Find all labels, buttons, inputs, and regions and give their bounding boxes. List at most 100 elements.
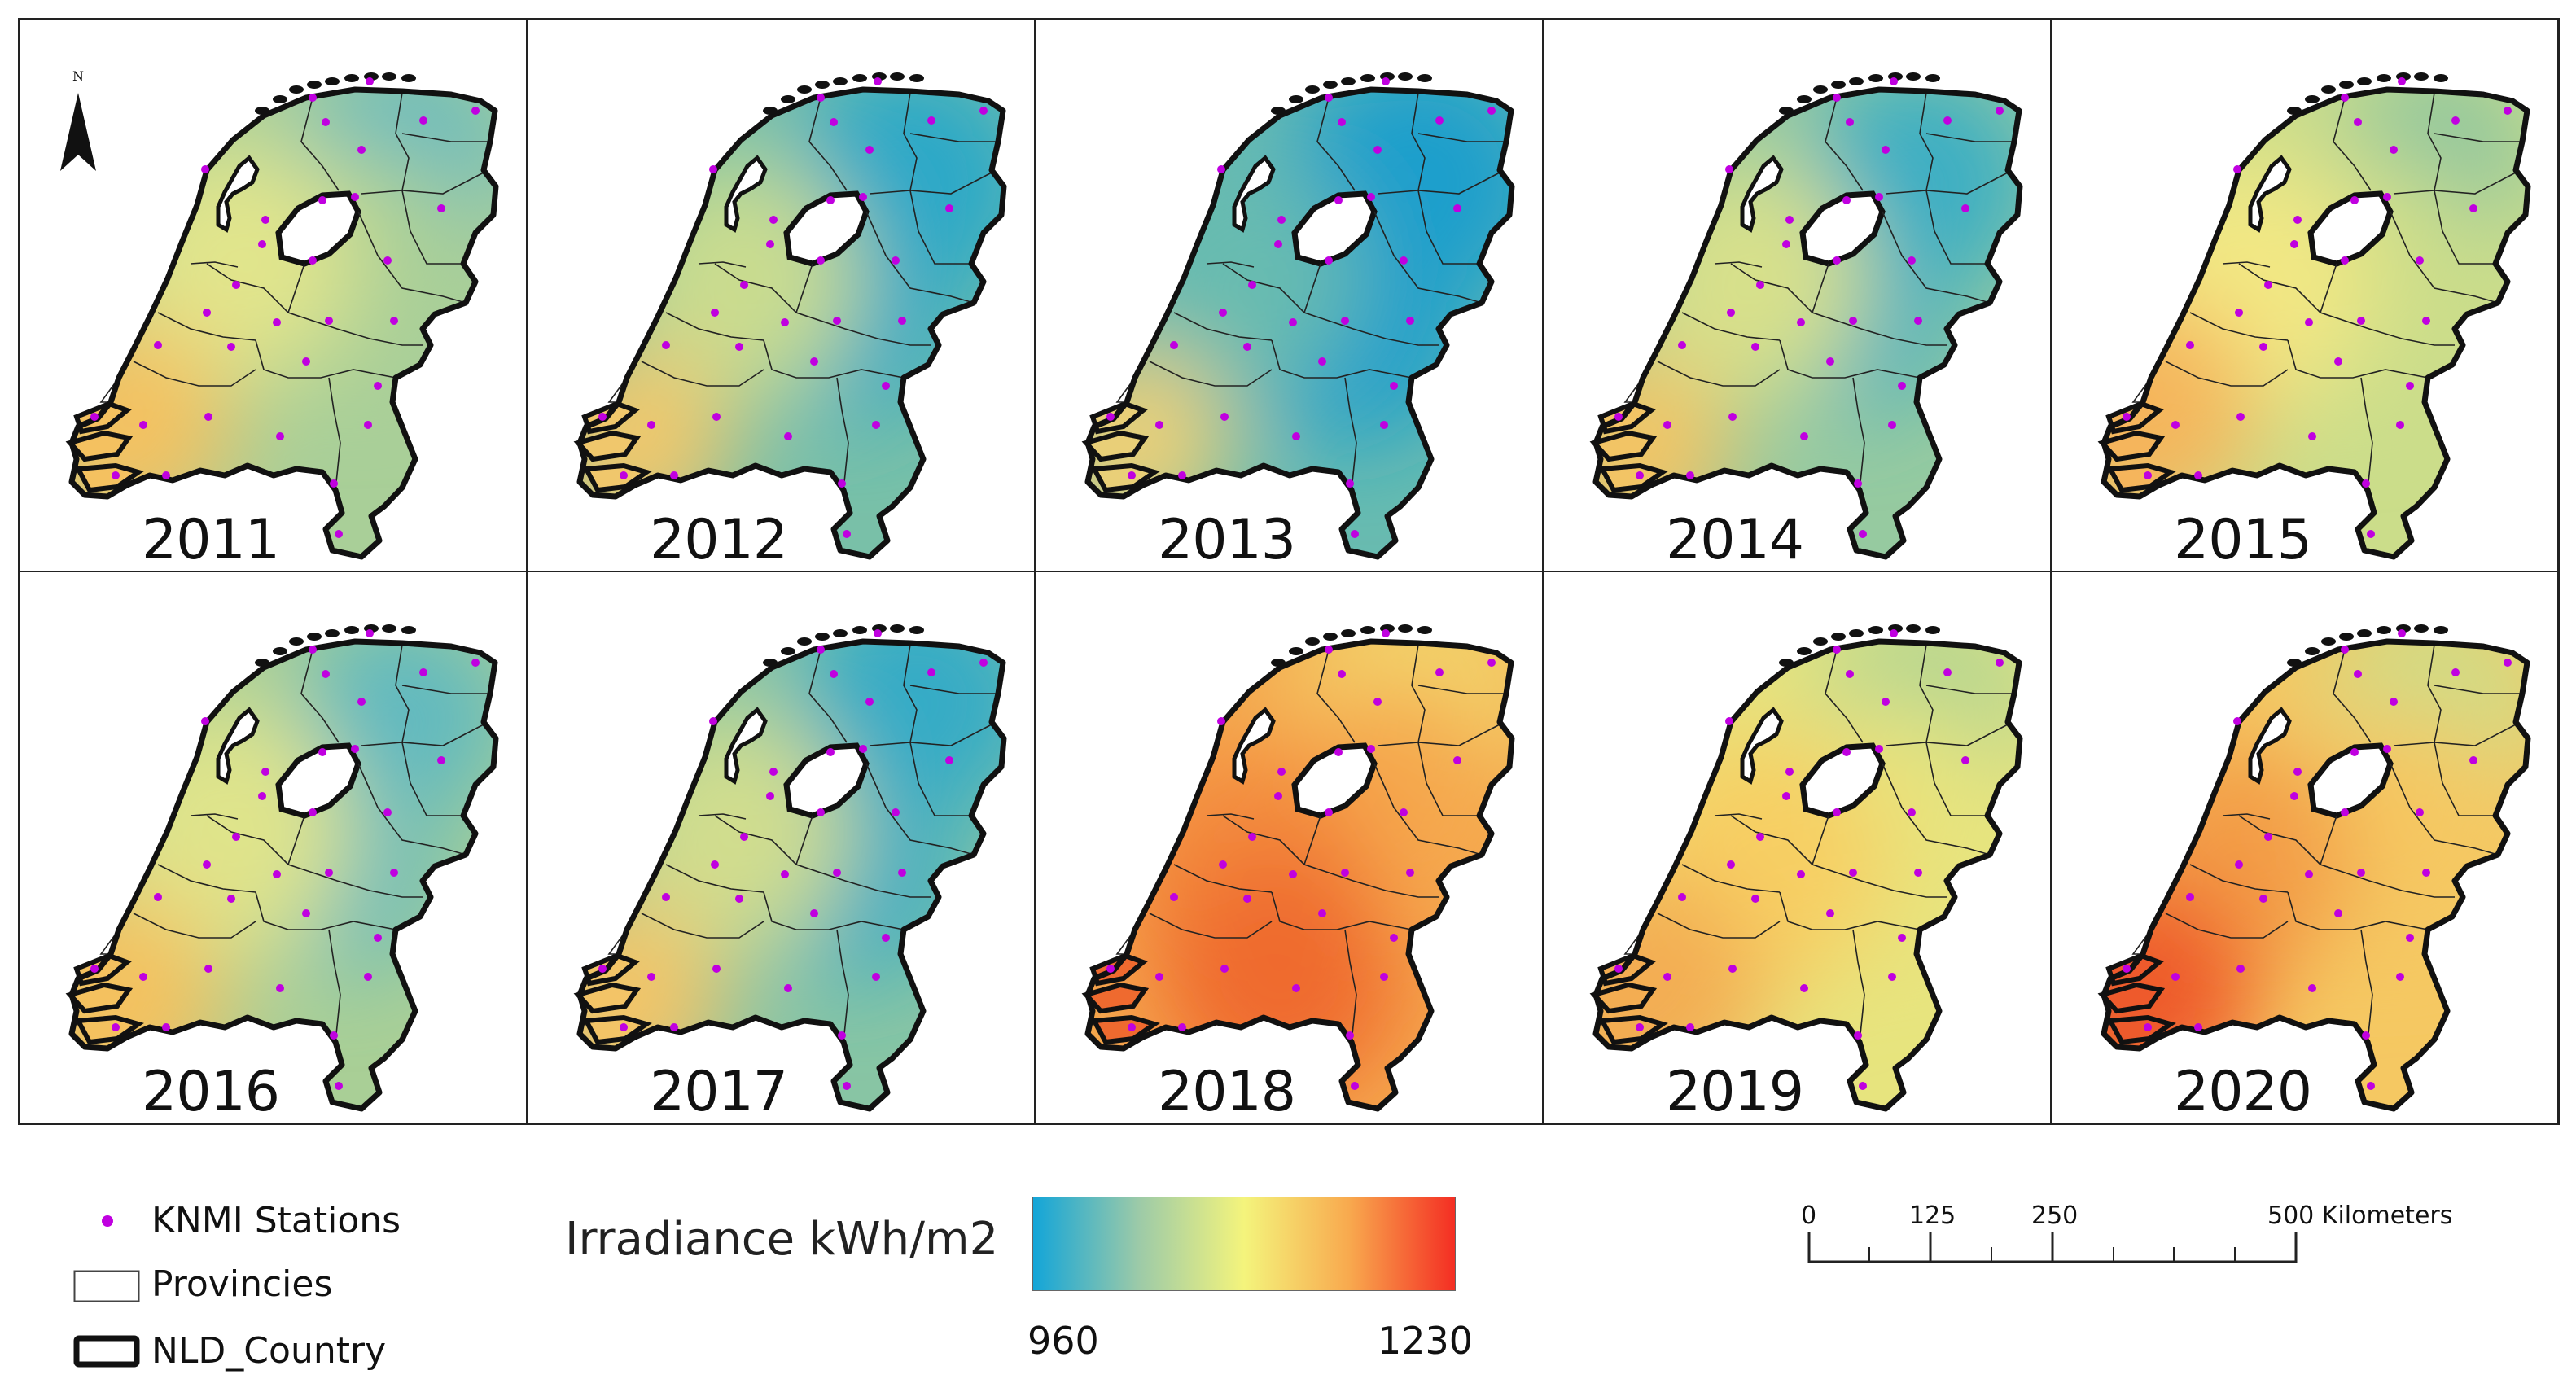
year-label: 2020 xyxy=(2174,1060,2312,1124)
province-boundary xyxy=(2434,133,2524,142)
knmi-station xyxy=(1908,808,1916,816)
wadden-island xyxy=(1849,629,1864,637)
knmi-station xyxy=(2406,382,2414,390)
year-label: 2013 xyxy=(1158,508,1296,572)
province-boundary xyxy=(1714,261,1763,268)
wadden-island xyxy=(1417,74,1432,82)
knmi-station xyxy=(1453,204,1461,212)
map-panel-2014: 2014 xyxy=(1543,19,2051,572)
knmi-station xyxy=(1380,973,1388,981)
knmi-station xyxy=(1756,281,1764,289)
knmi-station xyxy=(1727,860,1735,869)
knmi-station xyxy=(1219,309,1227,317)
knmi-station xyxy=(1155,421,1163,429)
province-boundary xyxy=(903,92,918,191)
wadden-island xyxy=(1797,95,1812,103)
zeeland-island xyxy=(573,982,642,1014)
wadden-island xyxy=(1398,624,1413,633)
knmi-station xyxy=(1636,1023,1644,1031)
knmi-station xyxy=(1943,668,1952,676)
knmi-station xyxy=(711,860,719,869)
wadden-island xyxy=(1831,81,1846,89)
knmi-station xyxy=(1217,165,1225,173)
knmi-station xyxy=(1751,343,1759,351)
knmi-station xyxy=(1961,204,1969,212)
province-boundary xyxy=(395,644,410,743)
knmi-station xyxy=(1220,965,1229,973)
knmi-station xyxy=(1854,479,1862,488)
knmi-station xyxy=(826,748,835,756)
knmi-station xyxy=(309,94,317,102)
province-box-icon xyxy=(73,1270,140,1302)
knmi-station xyxy=(1351,1082,1359,1090)
knmi-station xyxy=(2357,869,2365,877)
wadden-island xyxy=(2305,95,2320,103)
scale-label-0: 0 xyxy=(1801,1202,1817,1230)
wadden-island xyxy=(2357,629,2372,637)
knmi-station xyxy=(2308,984,2316,992)
knmi-station xyxy=(1367,193,1375,201)
knmi-station xyxy=(2341,646,2349,654)
knmi-station xyxy=(1636,471,1644,479)
knmi-station xyxy=(2422,317,2430,325)
knmi-station xyxy=(318,196,326,204)
knmi-station xyxy=(1833,808,1841,816)
province-boundary xyxy=(1681,864,1781,893)
province-boundary xyxy=(401,190,466,265)
knmi-station xyxy=(2451,116,2460,125)
province-boundary xyxy=(328,929,341,1043)
province-boundary xyxy=(808,97,848,191)
irradiance-map xyxy=(2097,72,2531,560)
knmi-station xyxy=(357,698,366,706)
province-boundary xyxy=(1344,929,1357,1043)
knmi-station xyxy=(2264,281,2272,289)
province-boundary xyxy=(2390,763,2499,856)
province-boundary xyxy=(1303,263,1321,313)
knmi-station xyxy=(2341,256,2349,265)
flevoland-water xyxy=(2307,742,2394,819)
knmi-station xyxy=(927,668,935,676)
knmi-station xyxy=(1453,756,1461,764)
province-boundary xyxy=(357,763,467,856)
zeeland-island xyxy=(1090,462,1160,493)
wadden-island xyxy=(2321,85,2336,94)
province-boundary xyxy=(836,929,849,1043)
wadden-island xyxy=(382,624,396,633)
flevoland-water xyxy=(1291,190,1378,267)
knmi-station xyxy=(766,792,774,800)
knmi-station xyxy=(1341,317,1349,325)
knmi-station xyxy=(2383,745,2391,753)
flevoland-water xyxy=(275,742,361,819)
knmi-station xyxy=(740,833,748,841)
wadden-island xyxy=(1779,107,1794,115)
knmi-station xyxy=(90,965,99,973)
knmi-station xyxy=(1274,792,1282,800)
province-boundary xyxy=(1417,685,1508,694)
province-boundary xyxy=(909,685,1000,694)
wadden-island xyxy=(815,633,830,641)
knmi-station xyxy=(1785,768,1794,776)
knmi-station xyxy=(892,808,900,816)
flevoland-water xyxy=(275,190,361,267)
knmi-station xyxy=(817,646,825,654)
knmi-station xyxy=(1751,895,1759,903)
knmi-station xyxy=(261,768,269,776)
knmi-station xyxy=(2422,869,2430,877)
wadden-island xyxy=(1271,107,1286,115)
province-boundary xyxy=(1681,312,1781,341)
knmi-station xyxy=(1782,792,1790,800)
wadden-island xyxy=(2377,626,2391,634)
province-boundary xyxy=(287,263,305,313)
province-boundary xyxy=(1882,211,1991,304)
wadden-island xyxy=(2339,633,2354,641)
wadden-island xyxy=(2434,74,2448,82)
knmi-station xyxy=(620,1023,628,1031)
knmi-station xyxy=(1170,341,1178,349)
knmi-station xyxy=(1292,984,1300,992)
north-arrow-label: N xyxy=(72,68,84,84)
wadden-island xyxy=(255,107,269,115)
country-outline xyxy=(2101,638,2531,1112)
wadden-island xyxy=(325,77,340,85)
knmi-station xyxy=(390,869,398,877)
knmi-station xyxy=(647,973,655,981)
